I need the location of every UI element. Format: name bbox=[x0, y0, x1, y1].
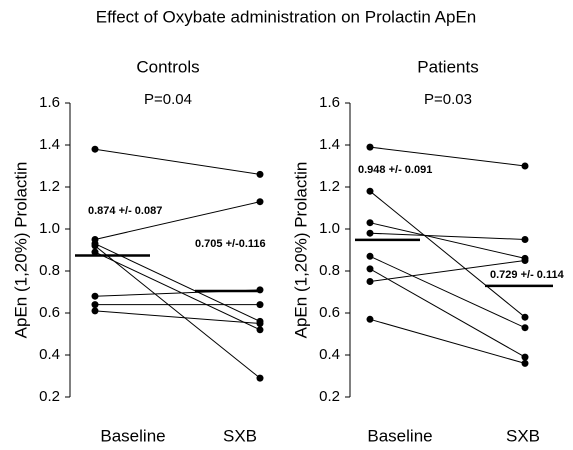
y-tick-label: 0.4 bbox=[319, 346, 340, 363]
annotation: P=0.03 bbox=[424, 91, 472, 108]
y-tick-label: 1.0 bbox=[319, 220, 340, 237]
y-tick-label: 1.2 bbox=[319, 178, 340, 195]
pair-line bbox=[94, 148, 261, 175]
data-point bbox=[91, 242, 99, 250]
pair-line bbox=[369, 190, 526, 318]
data-point bbox=[256, 374, 264, 382]
pair-line bbox=[369, 318, 526, 364]
x-tick-label: Baseline bbox=[100, 426, 165, 445]
y-axis-label: ApEn (1,20%) Prolactin bbox=[11, 162, 30, 339]
mean-label: 0.729 +/- 0.114 bbox=[490, 269, 565, 281]
pair-line bbox=[94, 201, 261, 240]
data-point bbox=[366, 252, 374, 260]
data-point bbox=[256, 320, 264, 327]
y-tick-label: 0.2 bbox=[319, 388, 340, 405]
panel-title: Patients bbox=[417, 57, 478, 76]
data-point bbox=[521, 313, 529, 321]
data-point bbox=[366, 219, 374, 227]
y-axis-label: ApEn (1,20%) Prolactin bbox=[291, 162, 310, 339]
pair-line bbox=[369, 222, 526, 259]
y-tick-label: 1.4 bbox=[319, 136, 340, 153]
pair-line bbox=[94, 245, 261, 379]
x-tick-label: SXB bbox=[506, 426, 540, 445]
data-point bbox=[521, 236, 529, 243]
y-tick-label: 1.6 bbox=[319, 94, 340, 111]
x-tick-label: SXB bbox=[223, 426, 257, 445]
data-point bbox=[521, 353, 529, 361]
y-tick-label: 0.6 bbox=[39, 304, 60, 321]
data-point bbox=[91, 248, 99, 256]
y-tick-label: 0.8 bbox=[39, 262, 60, 279]
data-point bbox=[366, 229, 374, 237]
pair-line bbox=[369, 232, 526, 240]
data-point bbox=[366, 143, 374, 151]
x-tick-label: Baseline bbox=[367, 426, 432, 445]
y-tick-label: 0.4 bbox=[39, 346, 60, 363]
data-point bbox=[521, 324, 529, 332]
data-point bbox=[91, 292, 99, 300]
y-tick-label: 0.6 bbox=[319, 304, 340, 321]
data-point bbox=[366, 265, 374, 273]
figure-title: Effect of Oxybate administration on Prol… bbox=[96, 7, 477, 26]
data-point bbox=[256, 198, 264, 206]
y-tick-label: 1.0 bbox=[39, 220, 60, 237]
data-point bbox=[91, 145, 99, 153]
y-tick-label: 0.8 bbox=[319, 262, 340, 279]
data-point bbox=[91, 301, 99, 309]
pair-line bbox=[369, 146, 526, 167]
y-tick-label: 1.6 bbox=[39, 94, 60, 111]
data-point bbox=[91, 307, 99, 315]
data-point bbox=[366, 315, 374, 323]
pair-line bbox=[369, 268, 526, 358]
pair-line bbox=[94, 251, 261, 331]
y-tick-label: 0.2 bbox=[39, 388, 60, 405]
pair-line bbox=[369, 255, 526, 329]
mean-label: 0.874 +/- 0.087 bbox=[88, 205, 162, 217]
panel-title: Controls bbox=[136, 57, 199, 76]
y-tick-label: 1.2 bbox=[39, 178, 60, 195]
annotation: P=0.04 bbox=[144, 91, 192, 108]
data-point bbox=[256, 170, 264, 178]
mean-label: 0.948 +/- 0.091 bbox=[358, 164, 432, 176]
pair-line bbox=[94, 310, 261, 324]
y-tick-label: 1.4 bbox=[39, 136, 60, 153]
data-point bbox=[521, 257, 529, 264]
data-point bbox=[256, 301, 264, 309]
data-point bbox=[366, 278, 374, 285]
data-point bbox=[521, 359, 529, 367]
pair-line bbox=[369, 260, 526, 282]
data-point bbox=[256, 326, 264, 334]
mean-label: 0.705 +/-0.116 bbox=[195, 238, 266, 250]
data-point bbox=[521, 162, 529, 170]
data-point bbox=[366, 187, 374, 195]
